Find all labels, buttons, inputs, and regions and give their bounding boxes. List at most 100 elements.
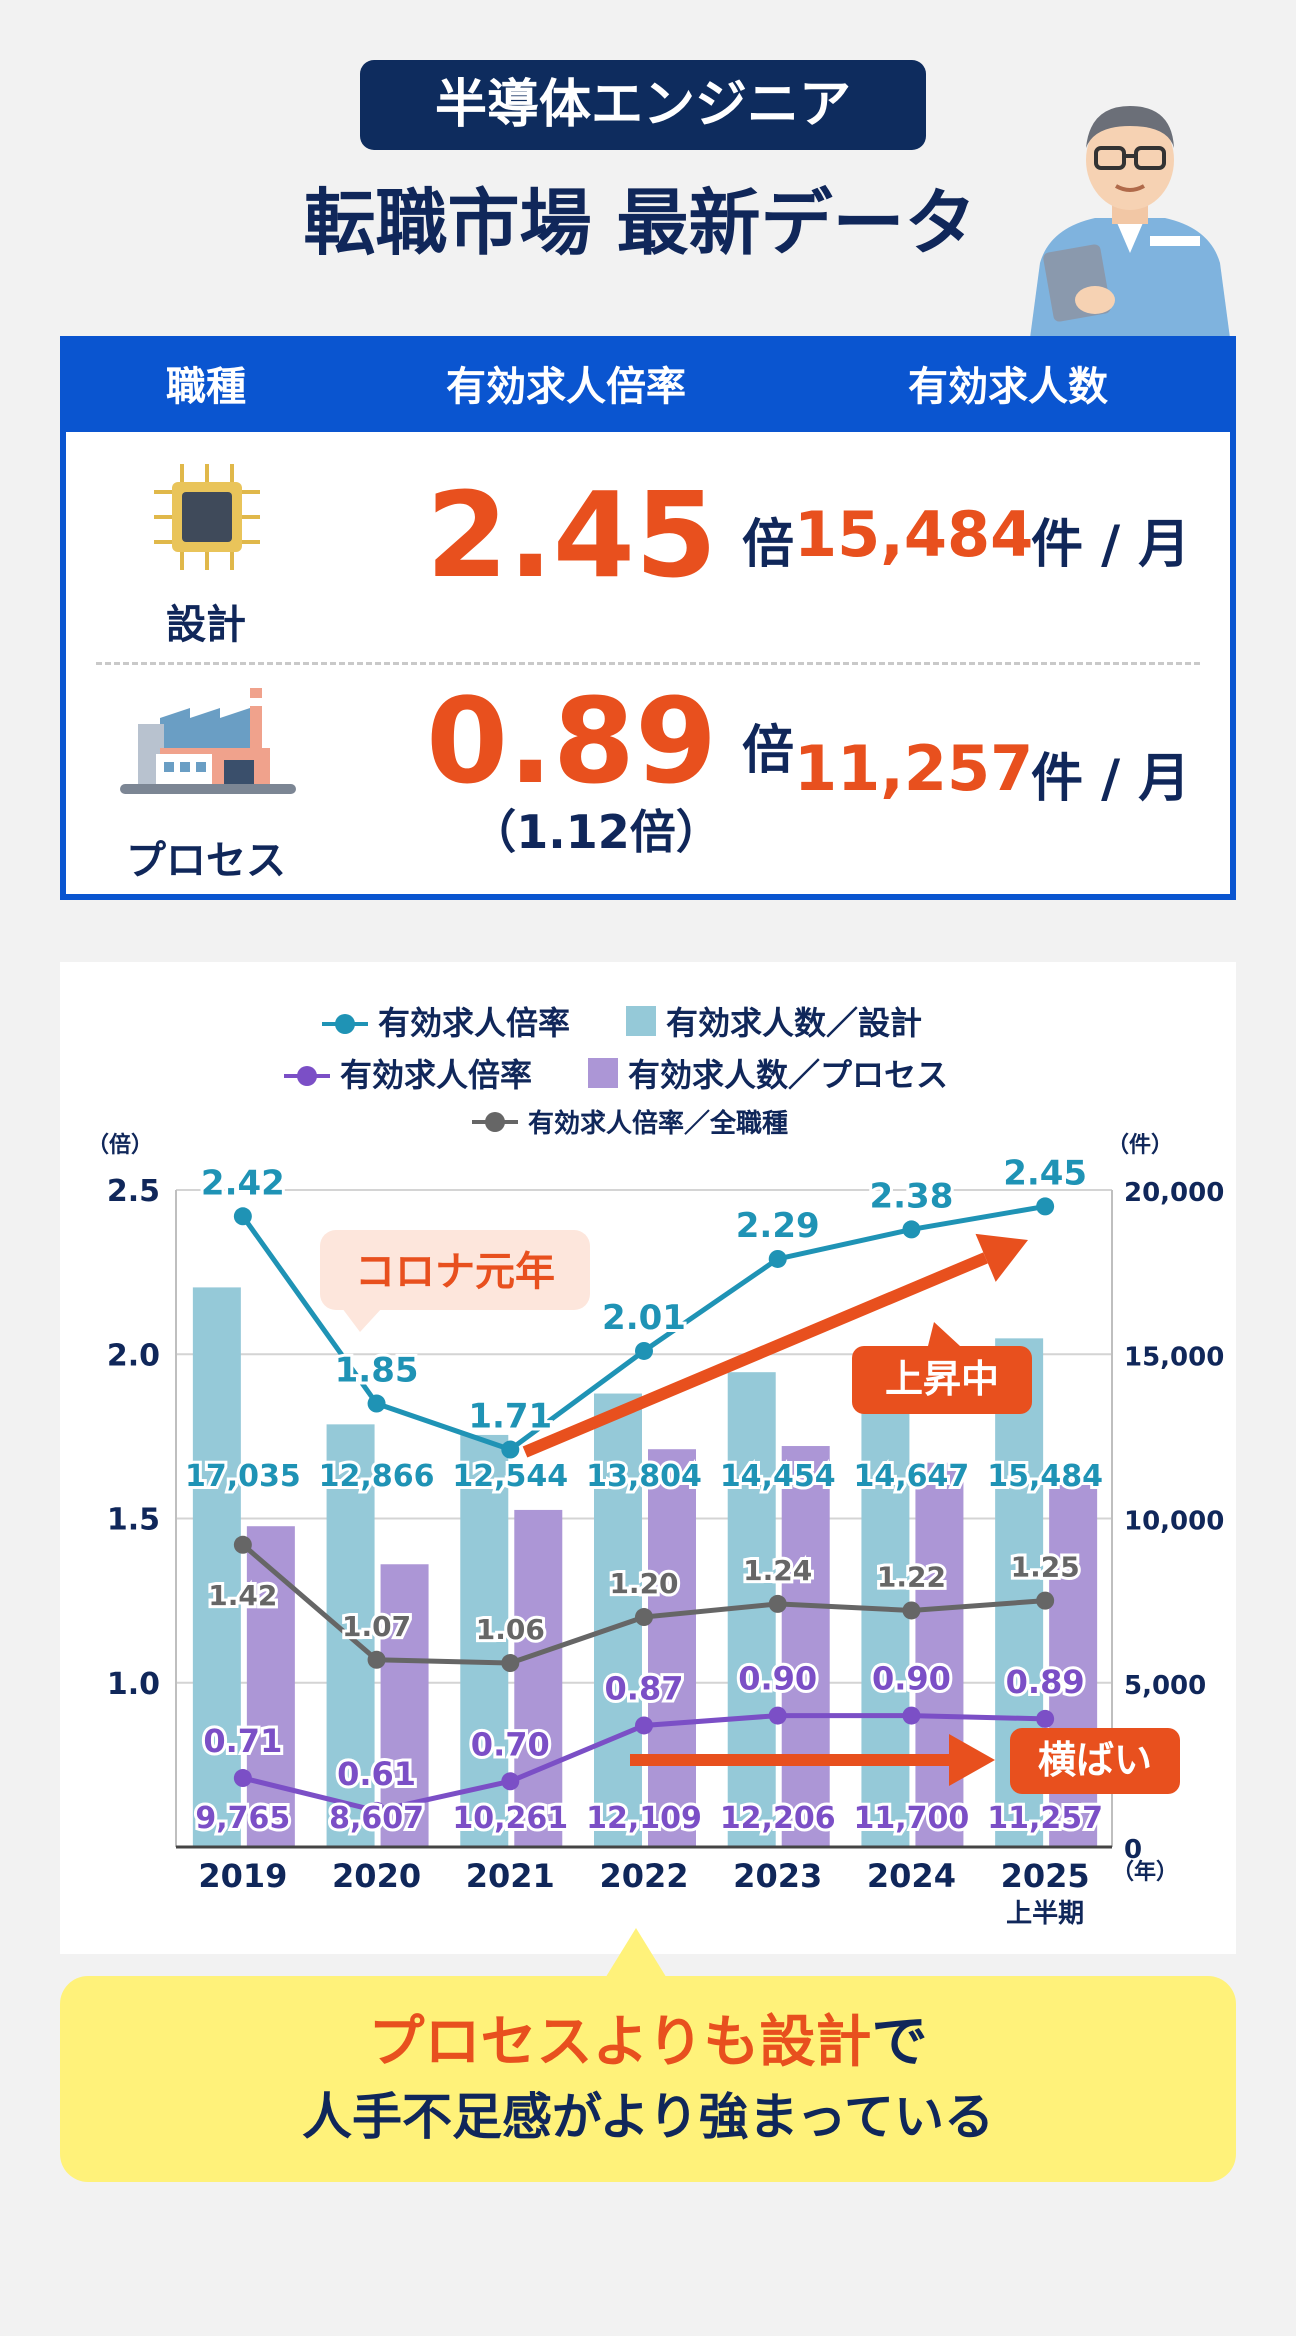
rising-arrow-head: [975, 1233, 1028, 1282]
legend-label: 有効求人数／設計: [666, 1004, 922, 1042]
factory-icon: [120, 688, 296, 794]
process-count-label: 8,607: [329, 1801, 424, 1836]
y-left-unit: （倍）: [87, 1132, 153, 1158]
header-job-count: 有効求人数: [908, 364, 1108, 410]
bar-process: [648, 1449, 696, 1847]
process-count-label: 11,700: [854, 1801, 970, 1836]
legend-dot-key: [485, 1112, 505, 1132]
row-label-design: 設計: [166, 602, 246, 648]
bar-process: [781, 1446, 830, 1847]
y-right-tick-label: 15,000: [1124, 1342, 1224, 1372]
line-process-point: [902, 1706, 921, 1725]
y-left-tick-label: 2.0: [107, 1338, 160, 1373]
all-ratio-label: 1.06: [476, 1613, 545, 1646]
flat-note-text: 横ばい: [1038, 1738, 1152, 1782]
covid-note-pointer: [342, 1308, 382, 1332]
header-job-ratio: 有効求人倍率: [446, 364, 686, 410]
row-label-process: プロセス: [126, 838, 286, 884]
process-ratio-label: 0.90: [738, 1660, 817, 1698]
line-all-point: [768, 1594, 787, 1613]
all-ratio-label: 1.07: [342, 1610, 411, 1643]
rising-note-box: [852, 1346, 1032, 1414]
y-right-tick-label: 10,000: [1124, 1507, 1224, 1537]
design-ratio-label: 1.71: [468, 1397, 552, 1437]
bar-design: [192, 1287, 241, 1847]
x-tick-label: 2020: [332, 1857, 421, 1895]
all-ratio-label: 1.24: [743, 1554, 812, 1587]
process-ratio-note: （1.12倍）: [470, 805, 722, 859]
process-ratio-value: 0.89: [426, 672, 718, 810]
callout-box: プロセスよりも設計で 人手不足感がより強まっている: [60, 1976, 1236, 2182]
covid-note-text: コロナ元年: [355, 1249, 555, 1295]
design-count-unit: 件 / 月: [1031, 515, 1191, 575]
header-job-type: 職種: [166, 364, 246, 410]
y-right-tick-label: 0: [1124, 1835, 1142, 1865]
x-tick-label: 2021: [466, 1857, 555, 1895]
design-count-label: 13,804: [586, 1459, 702, 1494]
covid-note-box: [320, 1230, 590, 1310]
y-left-tick-label: 2.5: [107, 1174, 160, 1209]
line-design-point: [233, 1207, 252, 1226]
design-ratio-label: 2.01: [602, 1298, 686, 1338]
line-process-point: [501, 1772, 520, 1791]
legend-label: 有効求人倍率／全職種: [528, 1108, 788, 1139]
x-tick-label: 2022: [599, 1857, 688, 1895]
design-ratio-label: 2.42: [201, 1163, 285, 1203]
x-axis-unit: （年）: [1112, 1859, 1178, 1885]
x-tick-label: 2019: [198, 1857, 287, 1895]
design-ratio-value: 2.45: [426, 466, 718, 604]
process-count-label: 11,257: [987, 1801, 1103, 1836]
design-count-label: 14,647: [854, 1459, 970, 1494]
callout-pointer-icon: [604, 1928, 668, 1980]
all-ratio-label: 1.42: [208, 1579, 277, 1612]
line-process-point: [768, 1706, 787, 1725]
all-ratio-label: 1.20: [609, 1567, 678, 1600]
design-ratio-label: 2.38: [869, 1176, 953, 1216]
line-all-point: [1036, 1591, 1055, 1610]
callout-line-2: 人手不足感がより強まっている: [302, 2088, 994, 2146]
legend-label: 有効求人倍率: [378, 1004, 570, 1042]
line-process-point: [367, 1801, 386, 1820]
line-design-point: [367, 1394, 386, 1413]
line-process-point: [635, 1716, 653, 1735]
line-process-point: [1036, 1709, 1055, 1728]
legend-box-key: [626, 1006, 656, 1036]
line-all-point: [501, 1654, 520, 1673]
callout-line-1-rest: で: [871, 2010, 928, 2075]
table-row: 設計 2.45 倍 15,484 件 / 月: [66, 432, 1230, 662]
engineer-illustration-icon: [1030, 106, 1230, 338]
legend-label: 有効求人倍率: [340, 1056, 532, 1094]
rising-arrow: [522, 1252, 988, 1458]
x-tick-label: 2024: [867, 1857, 956, 1895]
callout-line-1: プロセスよりも設計で: [60, 2008, 1236, 2078]
bar-process: [246, 1526, 295, 1847]
bar-process: [915, 1462, 964, 1847]
process-count-label: 12,206: [720, 1801, 836, 1836]
x-tick-label: 2023: [733, 1857, 822, 1895]
design-count-value: 15,484: [794, 498, 1034, 571]
process-count-unit: 件 / 月: [1031, 749, 1191, 809]
x-tick-sublabel: 上半期: [1006, 1899, 1084, 1929]
design-ratio-label: 1.85: [335, 1351, 419, 1391]
design-ratio-unit: 倍: [742, 515, 795, 575]
process-count-label: 10,261: [452, 1801, 568, 1836]
design-ratio-label: 2.29: [736, 1206, 820, 1246]
legend-label: 有効求人数／プロセス: [628, 1056, 948, 1094]
flat-arrow-head: [949, 1734, 995, 1786]
line-all-point: [233, 1535, 252, 1554]
chart-panel: 2.5 2.0 1.5 1.0 （倍） 20,000 15,000 10,000 5,000 0 （…: [60, 962, 1236, 1954]
bar-process: [514, 1509, 563, 1847]
x-tick-label: 2025: [1001, 1857, 1090, 1895]
rising-note-text: 上昇中: [885, 1357, 999, 1401]
page-title: 転職市場 最新データ: [303, 181, 977, 265]
design-count-label: 15,484: [987, 1459, 1103, 1494]
line-design-point: [768, 1249, 787, 1268]
line-design-point: [635, 1341, 653, 1360]
process-count-label: 9,765: [195, 1801, 290, 1836]
y-right-unit: （件）: [1107, 1133, 1173, 1158]
legend-dot-key: [297, 1066, 317, 1086]
process-ratio-label: 0.71: [203, 1722, 282, 1760]
combo-chart: 2.52.01.51.0（倍）20,00015,00010,0005,0000（…: [87, 1004, 1224, 1929]
legend-box-key: [588, 1058, 618, 1088]
design-count-label: 17,035: [185, 1459, 301, 1494]
